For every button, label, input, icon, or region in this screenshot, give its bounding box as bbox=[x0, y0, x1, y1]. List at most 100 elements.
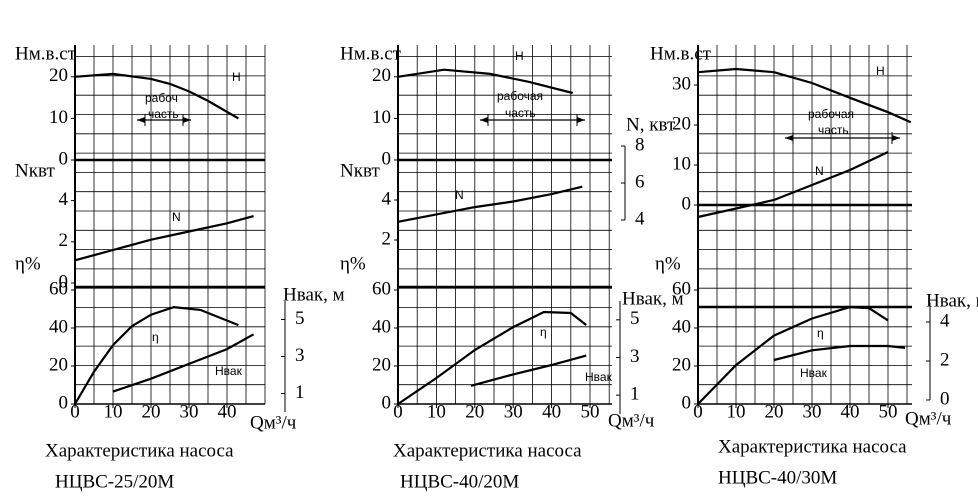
y-axis-label: Hм.в.ст bbox=[15, 43, 77, 64]
x-tick-label: 20 bbox=[465, 401, 484, 422]
y-tick-label: 0 bbox=[59, 271, 69, 292]
annotation: рабочая bbox=[497, 89, 543, 103]
y-tick-label: 0 bbox=[382, 148, 392, 169]
x-tick-label: 10 bbox=[727, 401, 746, 422]
y-tick-label: 20 bbox=[372, 65, 391, 86]
series-label: H bbox=[515, 49, 524, 63]
y-tick-label: 10 bbox=[372, 107, 391, 128]
y2-tick-label: 8 bbox=[635, 134, 645, 155]
y2-axis-label: Hвак, м bbox=[926, 290, 978, 311]
y-tick-label: 20 bbox=[49, 65, 68, 86]
annotation: рабочая bbox=[808, 107, 854, 121]
y2-tick-label: 4 bbox=[635, 208, 645, 229]
y2-tick-label: 5 bbox=[630, 308, 640, 329]
y2-tick-label: 5 bbox=[295, 308, 305, 329]
y-tick-label: 0 bbox=[682, 392, 692, 413]
y2-tick-label: 1 bbox=[630, 384, 640, 405]
x-tick-label: 40 bbox=[542, 401, 561, 422]
y-axis-label: η% bbox=[655, 253, 681, 274]
series-label: N bbox=[815, 164, 824, 178]
y-axis-label: Hм.в.ст bbox=[340, 43, 402, 64]
y-tick-label: 0 bbox=[682, 193, 692, 214]
x-tick-label: 0 bbox=[70, 401, 80, 422]
y-tick-label: 0 bbox=[59, 148, 69, 169]
y-tick-label: 10 bbox=[49, 107, 68, 128]
series-label: η bbox=[152, 330, 159, 344]
annotation: часть bbox=[818, 123, 849, 137]
series-label: Hвак bbox=[585, 370, 613, 384]
series-line bbox=[112, 333, 255, 393]
y-axis-label: η% bbox=[340, 253, 366, 274]
series-line bbox=[697, 67, 912, 124]
series-line bbox=[397, 310, 587, 405]
y2-axis-label: Hвак, м bbox=[283, 284, 345, 305]
y2-axis-label: Hвак, м bbox=[622, 288, 684, 309]
x-tick-label: 50 bbox=[879, 401, 898, 422]
y-tick-label: 4 bbox=[59, 189, 69, 210]
y-tick-label: 20 bbox=[49, 354, 68, 375]
series-line bbox=[773, 344, 906, 362]
series-label: η bbox=[540, 325, 547, 339]
x-tick-label: 30 bbox=[180, 401, 199, 422]
series-line bbox=[697, 305, 889, 405]
x-tick-label: 50 bbox=[581, 401, 600, 422]
x-tick-label: 20 bbox=[142, 401, 161, 422]
y-tick-label: 0 bbox=[59, 392, 69, 413]
y-tick-label: 20 bbox=[672, 354, 691, 375]
y-tick-label: 4 bbox=[382, 188, 392, 209]
series-line bbox=[397, 185, 583, 223]
series-line bbox=[397, 68, 573, 95]
x-axis-label: Qм³/ч bbox=[608, 410, 655, 431]
y-tick-label: 60 bbox=[372, 278, 391, 299]
series-line bbox=[470, 354, 587, 387]
series-label: Hвак bbox=[215, 364, 243, 378]
y2-tick-label: 3 bbox=[630, 346, 640, 367]
y-tick-label: 2 bbox=[382, 228, 392, 249]
y-tick-label: 40 bbox=[372, 316, 391, 337]
x-axis-label: Qм³/ч bbox=[250, 412, 297, 433]
y2-axis-label: N, квт bbox=[626, 114, 676, 135]
series-label: H bbox=[876, 64, 885, 78]
y2-tick-label: 6 bbox=[635, 171, 645, 192]
x-axis-label: Qм³/ч bbox=[905, 408, 952, 429]
chart-title: Характеристика насоса bbox=[718, 436, 907, 457]
x-tick-label: 0 bbox=[693, 401, 703, 422]
y-tick-label: 10 bbox=[672, 153, 691, 174]
y-axis-label: η% bbox=[15, 253, 41, 274]
x-tick-label: 30 bbox=[803, 401, 822, 422]
x-tick-label: 20 bbox=[765, 401, 784, 422]
y-tick-label: 40 bbox=[49, 316, 68, 337]
x-tick-label: 10 bbox=[104, 401, 123, 422]
y-tick-label: 60 bbox=[49, 278, 68, 299]
x-tick-label: 40 bbox=[218, 401, 237, 422]
y2-tick-label: 4 bbox=[940, 310, 950, 331]
annotation: часть bbox=[148, 107, 179, 121]
y-tick-label: 0 bbox=[382, 392, 392, 413]
annotation: рабоч bbox=[145, 91, 178, 105]
y-tick-label: 20 bbox=[672, 113, 691, 134]
y-axis-label: Hм.в.ст bbox=[650, 43, 712, 64]
y2-tick-label: 0 bbox=[940, 388, 950, 409]
chart-subtitle: НЦВС-40/30М bbox=[718, 467, 837, 488]
series-label: N bbox=[172, 210, 181, 224]
chart-title: Характеристика насоса bbox=[45, 440, 234, 461]
chart-subtitle: НЦВС-40/20М bbox=[400, 471, 519, 492]
series-label: H bbox=[232, 70, 241, 84]
y-axis-label: Nквт bbox=[15, 160, 55, 181]
series-label: Hвак bbox=[800, 366, 828, 380]
y2-tick-label: 1 bbox=[295, 382, 305, 403]
x-tick-label: 30 bbox=[504, 401, 523, 422]
y-tick-label: 60 bbox=[672, 278, 691, 299]
series-label: η bbox=[817, 326, 824, 340]
y-tick-label: 20 bbox=[372, 354, 391, 375]
series-label: N bbox=[455, 188, 464, 202]
series-line bbox=[74, 72, 239, 120]
y-tick-label: 2 bbox=[59, 230, 69, 251]
chart-title: Характеристика насоса bbox=[393, 440, 582, 461]
x-tick-label: 10 bbox=[427, 401, 446, 422]
y-axis-label: Nквт bbox=[340, 160, 380, 181]
y2-tick-label: 2 bbox=[940, 349, 950, 370]
y-tick-label: 40 bbox=[672, 316, 691, 337]
y2-tick-label: 3 bbox=[295, 345, 305, 366]
